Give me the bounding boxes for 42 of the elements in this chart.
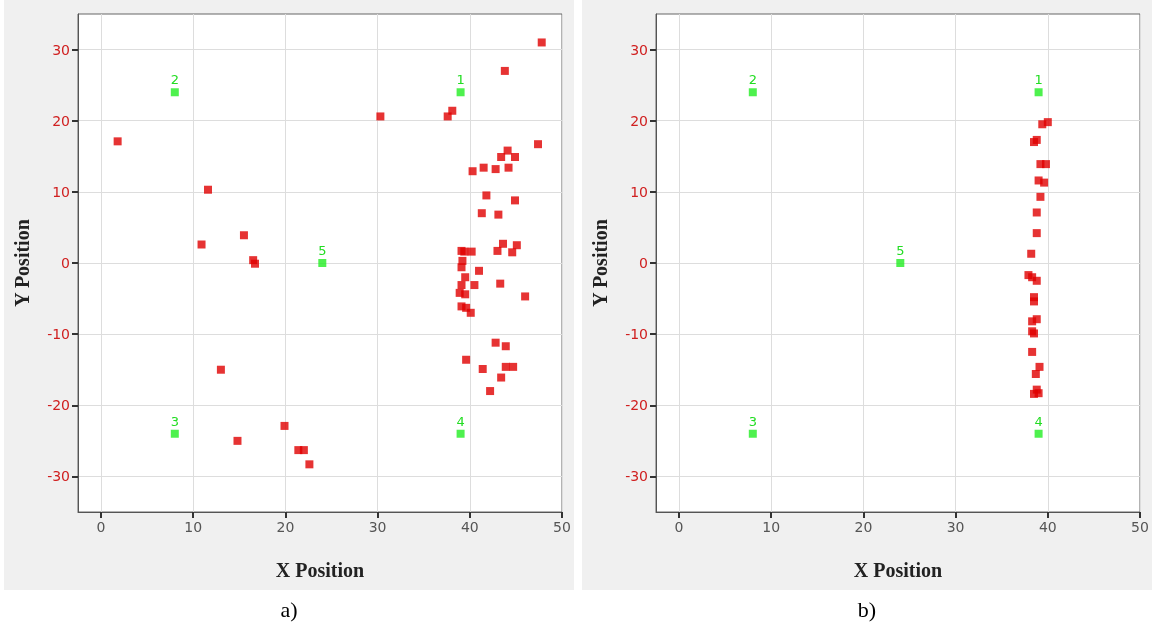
y-tick-label: -30 [625,468,648,485]
x-tick-label: 40 [1038,519,1057,535]
y-tick-label: 0 [639,255,648,271]
y-tick-label: 20 [52,112,70,129]
y-tick-label: 10 [630,183,648,200]
y-axis-title: Y Position [11,219,33,307]
annotation: 3 [748,413,757,429]
y-tick-label: -10 [47,326,70,343]
y-tick-label: -20 [625,397,648,414]
annotation: 4 [1034,413,1043,429]
x-tick-label: 20 [854,519,873,535]
y-tick-label: 20 [630,112,648,129]
y-tick-label: -30 [47,468,70,485]
text: b) [856,596,878,624]
text: a) [279,596,299,624]
y-tick-label: 30 [630,41,648,58]
x-tick-label: 50 [1131,519,1149,535]
y-tick-label: 30 [52,41,70,58]
x-tick-label: 20 [276,519,295,535]
annotation: 2 [170,72,179,88]
x-tick-label: 0 [96,519,106,535]
y-tick-label: -10 [625,326,648,343]
x-axis-title: X Position [275,559,365,581]
x-tick-label: 40 [460,519,479,535]
y-axis-title: Y Position [589,219,611,307]
x-tick-label: 10 [762,519,781,535]
y-tick-label: 10 [52,183,70,200]
x-tick-label: 30 [368,519,387,535]
x-tick-label: 0 [674,519,684,535]
y-tick-label: 0 [61,255,70,271]
annotation: 5 [896,243,905,258]
annotation: 4 [456,413,465,429]
annotation: 1 [1034,72,1043,88]
annotation: 2 [748,72,757,88]
annotation: 5 [318,243,327,258]
x-tick-label: 10 [184,519,203,535]
x-tick-label: 50 [553,519,571,535]
annotation: 3 [170,413,179,429]
x-tick-label: 30 [946,519,965,535]
annotation: 1 [456,72,465,88]
x-axis-title: X Position [853,559,943,581]
y-tick-label: -20 [47,397,70,414]
